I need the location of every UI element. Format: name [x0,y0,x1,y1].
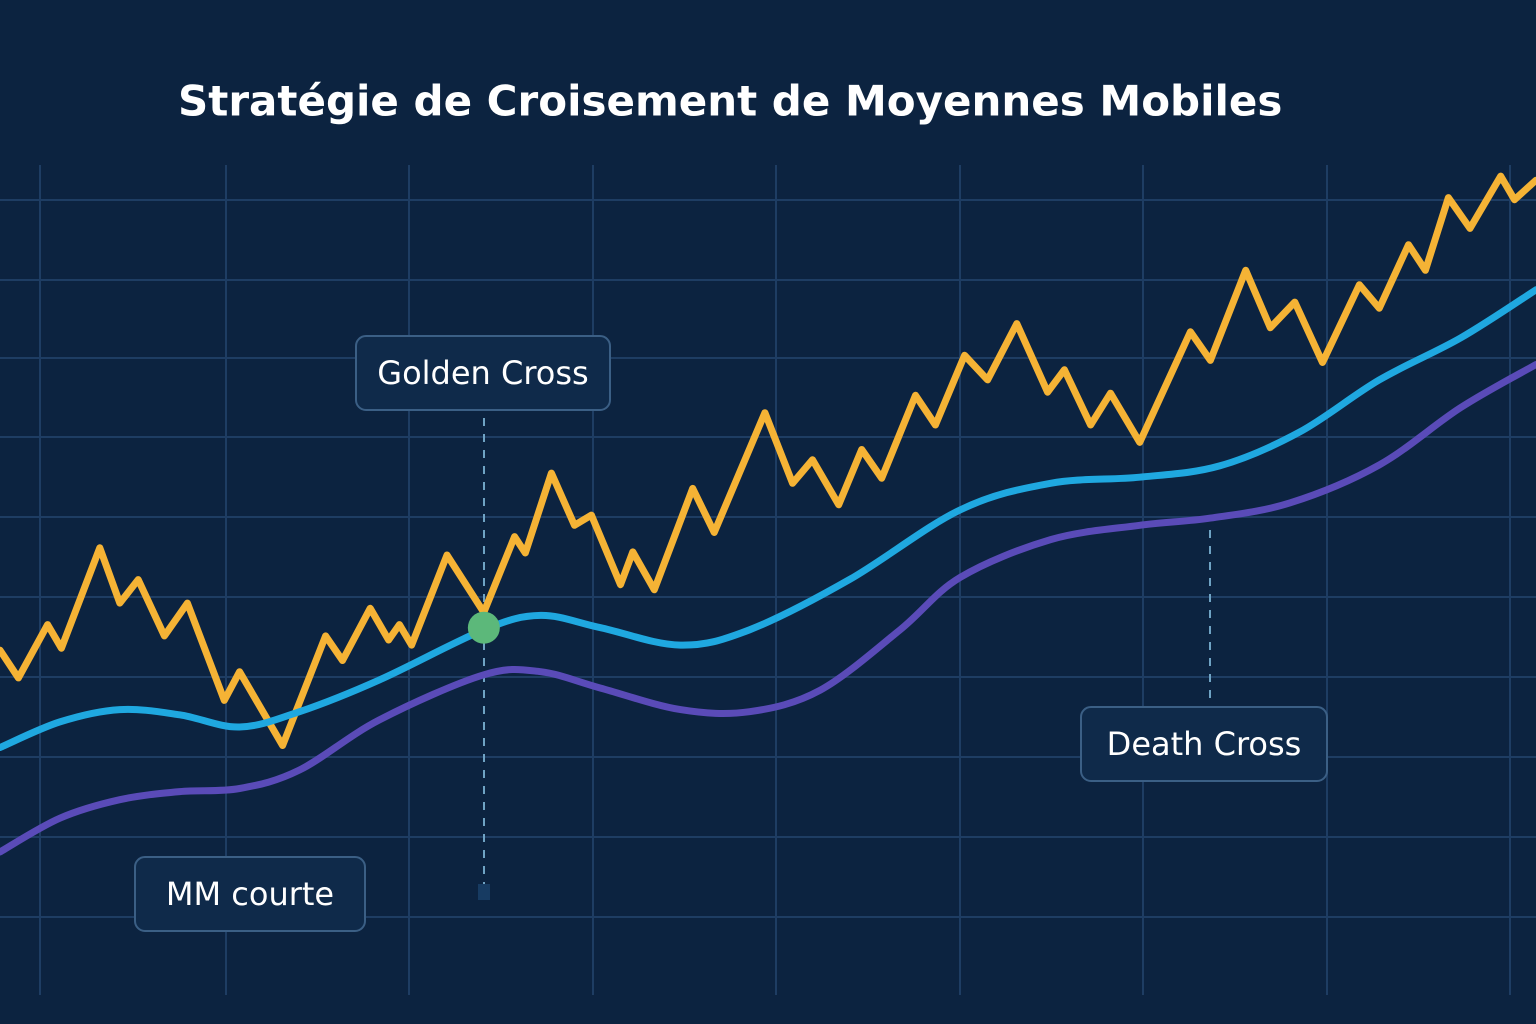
series-line [0,172,1536,749]
cross-marker [467,611,500,644]
series-line [0,286,1536,752]
annotation-box [355,335,611,411]
annotation-label: Death Cross [1107,725,1302,763]
annotation-label: MM courte [166,875,334,913]
annotation-label: Golden Cross [377,354,588,392]
series-line [0,361,1536,856]
annotation-box [1080,706,1328,782]
annotation-box [134,856,366,932]
chart-title: Stratégie de Croisement de Moyennes Mobi… [178,77,1282,126]
guide-end [478,884,490,900]
